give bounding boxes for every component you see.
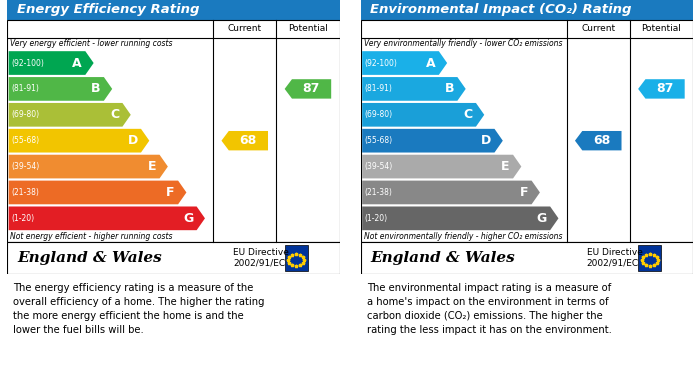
Text: England & Wales: England & Wales	[17, 251, 162, 265]
Bar	[638, 244, 661, 271]
Text: Environmental Impact (CO₂) Rating: Environmental Impact (CO₂) Rating	[370, 4, 632, 16]
Text: (81-91): (81-91)	[11, 84, 39, 93]
Polygon shape	[575, 131, 622, 151]
Text: Very energy efficient - lower running costs: Very energy efficient - lower running co…	[10, 39, 173, 48]
Text: (69-80): (69-80)	[365, 110, 393, 119]
Text: Current: Current	[228, 24, 262, 33]
Text: 87: 87	[656, 83, 673, 95]
Polygon shape	[8, 206, 205, 230]
Text: England & Wales: England & Wales	[370, 251, 515, 265]
Text: Current: Current	[581, 24, 615, 33]
Polygon shape	[362, 51, 447, 75]
Polygon shape	[638, 79, 685, 99]
Polygon shape	[285, 79, 331, 99]
Polygon shape	[8, 77, 112, 101]
Polygon shape	[362, 129, 503, 152]
Text: (92-100): (92-100)	[11, 59, 44, 68]
Text: D: D	[481, 134, 491, 147]
Text: The energy efficiency rating is a measure of the
overall efficiency of a home. T: The energy efficiency rating is a measur…	[13, 283, 265, 335]
Polygon shape	[362, 155, 522, 178]
Text: The environmental impact rating is a measure of
a home's impact on the environme: The environmental impact rating is a mea…	[367, 283, 612, 335]
Text: Not environmentally friendly - higher CO₂ emissions: Not environmentally friendly - higher CO…	[364, 232, 562, 241]
Text: A: A	[72, 57, 82, 70]
Text: 68: 68	[239, 134, 257, 147]
Polygon shape	[8, 51, 94, 75]
Text: G: G	[183, 212, 193, 225]
Text: B: B	[444, 83, 454, 95]
Text: (55-68): (55-68)	[365, 136, 393, 145]
FancyBboxPatch shape	[7, 0, 340, 20]
Bar	[360, 20, 693, 242]
Text: C: C	[110, 108, 119, 121]
Text: (39-54): (39-54)	[365, 162, 393, 171]
Text: (69-80): (69-80)	[11, 110, 39, 119]
Polygon shape	[8, 129, 149, 152]
Text: (55-68): (55-68)	[11, 136, 39, 145]
Text: Very environmentally friendly - lower CO₂ emissions: Very environmentally friendly - lower CO…	[364, 39, 562, 48]
Text: F: F	[167, 186, 175, 199]
Text: C: C	[463, 108, 473, 121]
Bar	[285, 244, 308, 271]
Text: (1-20): (1-20)	[11, 214, 34, 223]
Text: G: G	[537, 212, 547, 225]
Text: E: E	[148, 160, 156, 173]
Polygon shape	[8, 181, 186, 204]
Polygon shape	[8, 155, 168, 178]
Text: (81-91): (81-91)	[365, 84, 393, 93]
Text: (1-20): (1-20)	[365, 214, 388, 223]
Text: Energy Efficiency Rating: Energy Efficiency Rating	[17, 4, 199, 16]
Text: A: A	[426, 57, 435, 70]
Text: (39-54): (39-54)	[11, 162, 39, 171]
Polygon shape	[8, 103, 131, 127]
Text: (92-100): (92-100)	[365, 59, 398, 68]
Text: EU Directive
2002/91/EC: EU Directive 2002/91/EC	[233, 248, 289, 268]
Polygon shape	[362, 103, 484, 127]
Text: B: B	[91, 83, 101, 95]
Bar	[7, 242, 340, 274]
Text: Not energy efficient - higher running costs: Not energy efficient - higher running co…	[10, 232, 173, 241]
Text: (21-38): (21-38)	[11, 188, 39, 197]
Text: D: D	[127, 134, 138, 147]
Text: EU Directive
2002/91/EC: EU Directive 2002/91/EC	[587, 248, 643, 268]
Text: F: F	[520, 186, 528, 199]
Text: 68: 68	[593, 134, 610, 147]
Polygon shape	[221, 131, 268, 151]
FancyBboxPatch shape	[360, 0, 693, 20]
Polygon shape	[362, 77, 466, 101]
Bar	[360, 242, 693, 274]
Polygon shape	[362, 206, 559, 230]
Text: (21-38): (21-38)	[365, 188, 393, 197]
Text: Potential: Potential	[288, 24, 328, 33]
Text: Potential: Potential	[641, 24, 681, 33]
Text: E: E	[501, 160, 510, 173]
Polygon shape	[362, 181, 540, 204]
Text: 87: 87	[302, 83, 320, 95]
Bar	[7, 20, 340, 242]
